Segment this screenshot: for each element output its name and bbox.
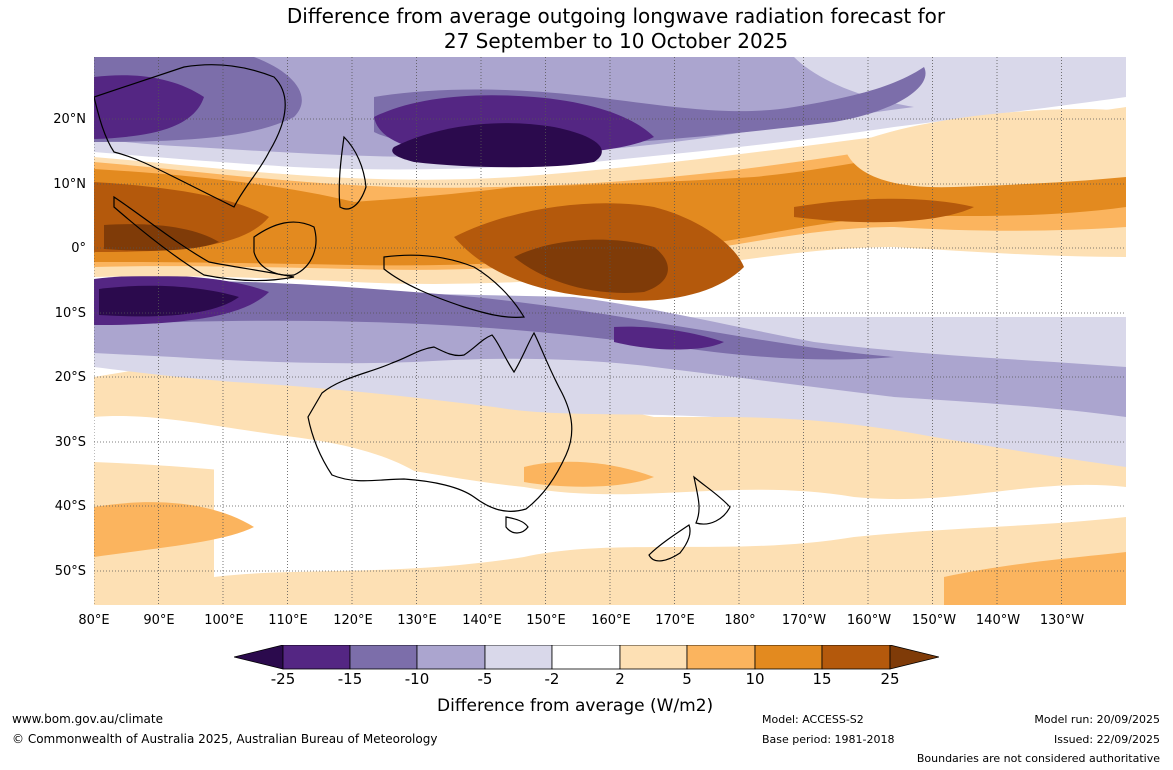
lon-label-130e: 130°E <box>397 613 437 628</box>
model-name: Model: ACCESS-S2 <box>762 713 864 726</box>
issued-date: Issued: 22/09/2025 <box>1053 733 1160 746</box>
lon-label-90e: 90°E <box>143 613 175 628</box>
lon-label-140e: 140°E <box>462 613 502 628</box>
boundaries-disclaimer: Boundaries are not considered authoritat… <box>916 752 1160 765</box>
model-run-date: Model run: 20/09/2025 <box>1034 713 1160 726</box>
lon-label-150w: 150°W <box>911 613 957 628</box>
lon-label-110e: 110°E <box>268 613 308 628</box>
lon-label-170w: 170°W <box>781 613 827 628</box>
legend-tick-m2: -2 <box>544 670 560 688</box>
legend-swatch-lt-m25 <box>234 645 284 670</box>
map-canvas <box>94 57 1126 605</box>
legend-swatch-p2-p5 <box>619 645 688 670</box>
region-m25-south-east <box>614 326 724 350</box>
legend-swatch-gt-p25 <box>889 645 939 670</box>
lon-label-150e: 150°E <box>526 613 566 628</box>
colorbar-legend <box>234 645 939 670</box>
legend-swatch-p15-p25 <box>821 645 891 670</box>
website-link[interactable]: www.bom.gov.au/climate <box>12 712 163 726</box>
australia-coast <box>307 331 573 512</box>
lon-label-140w: 140°W <box>975 613 1021 628</box>
lon-label-130w: 130°W <box>1039 613 1085 628</box>
lon-label-160w: 160°W <box>846 613 892 628</box>
legend-tick-p2: 2 <box>615 670 625 688</box>
region-p10-equator <box>94 123 1126 266</box>
legend-tick-p15: 15 <box>812 670 832 688</box>
region-gt-p25-equator <box>104 224 668 293</box>
lon-label-120e: 120°E <box>333 613 373 628</box>
olr-anomaly-map <box>94 57 1126 605</box>
region-lt-m25-north <box>392 123 602 168</box>
lat-label-0: 0° <box>71 241 86 256</box>
legend-title: Difference from average (W/m2) <box>437 696 714 716</box>
base-period: Base period: 1981-2018 <box>762 733 895 746</box>
region-neutral-south-2 <box>94 416 424 487</box>
legend-swatch-p10-p15 <box>754 645 823 670</box>
title-line-1: Difference from average outgoing longwav… <box>286 4 946 28</box>
legend-tick-p25: 25 <box>880 670 900 688</box>
legend-tick-p10: 10 <box>745 670 765 688</box>
region-p5-southwest <box>94 502 254 557</box>
legend-swatch-m15-m10 <box>349 645 418 670</box>
region-p5-southeast <box>944 552 1126 605</box>
new-zealand-south-coast <box>648 524 691 562</box>
lat-label-20s: 20°S <box>54 370 86 385</box>
lat-label-40s: 40°S <box>54 499 86 514</box>
lon-label-80e: 80°E <box>78 613 110 628</box>
asia-mainland-coast <box>94 64 286 208</box>
map-title: Difference from average outgoing longwav… <box>0 4 1173 54</box>
copyright-text: © Commonwealth of Australia 2025, Austra… <box>12 732 438 746</box>
graticule <box>94 57 1126 605</box>
lat-label-50s: 50°S <box>54 564 86 579</box>
region-lt-m25-south-west <box>99 285 239 317</box>
coastlines <box>94 64 731 562</box>
lon-label-170e: 170°E <box>655 613 695 628</box>
legend-swatch-m10-m5 <box>416 645 486 670</box>
lat-label-20n: 20°N <box>53 112 86 127</box>
lat-label-10n: 10°N <box>53 177 86 192</box>
legend-tick-m10: -10 <box>404 670 430 688</box>
borneo-coast <box>253 221 317 276</box>
new-guinea-coast <box>383 254 526 318</box>
tasmania-coast <box>505 516 529 534</box>
philippines-coast <box>338 135 367 210</box>
legend-tick-m25: -25 <box>270 670 296 688</box>
legend-tick-p5: 5 <box>682 670 692 688</box>
lon-label-100e: 100°E <box>204 613 244 628</box>
lon-label-180: 180° <box>724 613 756 628</box>
title-line-2: 27 September to 10 October 2025 <box>443 29 789 53</box>
legend-swatch-p5-p10 <box>686 645 756 670</box>
sumatra-java-coast <box>113 195 295 282</box>
region-neutral-south <box>214 454 1126 577</box>
legend-tick-m15: -15 <box>337 670 363 688</box>
region-p5-south-mid <box>524 461 654 487</box>
region-p2-northeast <box>844 108 1126 188</box>
new-zealand-north-coast <box>693 475 731 525</box>
legend-swatch-m5-m2 <box>484 645 553 670</box>
legend-tick-m5: -5 <box>477 670 493 688</box>
region-p15-equator <box>94 134 1054 301</box>
legend-swatch-m25-m15 <box>282 645 351 670</box>
legend-swatch-m2-p2 <box>551 645 621 670</box>
lat-label-30s: 30°S <box>54 435 86 450</box>
lat-label-10s: 10°S <box>54 306 86 321</box>
lon-label-160e: 160°E <box>591 613 631 628</box>
